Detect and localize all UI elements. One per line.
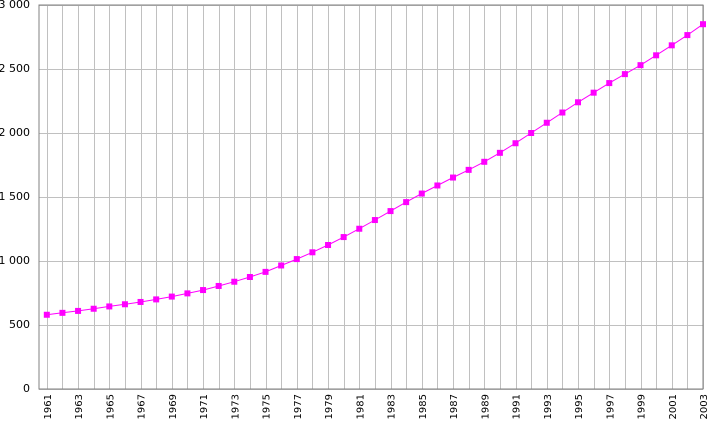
- x-tick-label: 1963: [74, 394, 85, 419]
- x-tick-label: 1981: [355, 394, 366, 419]
- y-tick-label: 1 000: [0, 254, 30, 267]
- data-point: [653, 52, 660, 59]
- data-point: [231, 278, 238, 285]
- series-markers: [43, 21, 706, 318]
- data-point: [481, 158, 488, 165]
- data-point: [356, 225, 363, 232]
- x-axis: 1961 1963 1965 1967 1969 1971 1973 1975 1977 1979…: [43, 394, 710, 419]
- y-axis: 0 500 1 000 1 500 2 000 2 500 3 000: [0, 0, 30, 395]
- data-point: [684, 32, 691, 39]
- data-point: [43, 311, 50, 318]
- x-tick-label: 1991: [512, 394, 523, 419]
- data-point: [325, 242, 332, 248]
- x-tick-label: 1969: [168, 394, 179, 419]
- x-tick-label: 1971: [199, 394, 210, 419]
- plot-area-frame: [38, 4, 704, 390]
- y-tick-label: 0: [23, 382, 30, 395]
- x-tick-label: 1999: [637, 394, 648, 419]
- data-point: [606, 80, 613, 87]
- x-tick-label: 1979: [324, 394, 335, 419]
- x-tick-label: 1965: [105, 394, 116, 419]
- y-tick-label: 2 500: [0, 62, 30, 75]
- x-tick-label: 1993: [543, 394, 554, 419]
- data-point: [559, 109, 566, 116]
- data-point: [450, 174, 457, 181]
- x-tick-label: 2001: [668, 394, 679, 419]
- data-point: [418, 190, 425, 197]
- x-tick-label: 1961: [43, 394, 54, 419]
- data-point: [262, 268, 269, 275]
- x-tick-label: 1977: [293, 394, 304, 419]
- data-point: [340, 234, 347, 241]
- data-point: [246, 274, 253, 280]
- data-point: [496, 149, 503, 156]
- data-point: [59, 309, 66, 316]
- data-point: [184, 290, 191, 297]
- data-point: [465, 166, 472, 173]
- data-point: [528, 130, 535, 136]
- y-tick-label: 2 000: [0, 126, 30, 139]
- data-point: [371, 217, 378, 224]
- x-tick-label: 2003: [699, 394, 710, 419]
- y-tick-label: 500: [9, 318, 30, 331]
- y-tick-label: 1 500: [0, 190, 30, 203]
- x-tick-label: 1983: [387, 394, 398, 419]
- data-point: [700, 21, 706, 28]
- data-point: [153, 296, 160, 303]
- data-point: [90, 305, 97, 312]
- x-tick-label: 1987: [449, 394, 460, 419]
- data-point: [200, 287, 207, 294]
- data-point: [137, 298, 144, 305]
- y-tick-label: 3 000: [0, 0, 30, 11]
- x-tick-label: 1967: [137, 394, 148, 419]
- data-point: [106, 303, 113, 310]
- x-tick-label: 1975: [262, 394, 273, 419]
- data-point: [668, 42, 675, 49]
- data-point: [512, 140, 519, 147]
- data-point: [309, 249, 316, 256]
- data-point: [590, 89, 597, 96]
- data-point: [403, 199, 410, 206]
- x-tick-label: 1997: [605, 394, 616, 419]
- data-point: [121, 301, 128, 308]
- grid-lines: [39, 5, 704, 390]
- data-point: [543, 119, 550, 126]
- data-point: [75, 307, 82, 314]
- data-point: [215, 282, 222, 289]
- x-tick-label: 1985: [418, 394, 429, 419]
- series-line: [46, 23, 704, 316]
- data-point: [168, 293, 175, 300]
- x-tick-label: 1995: [574, 394, 585, 419]
- data-point: [387, 208, 394, 215]
- x-tick-label: 1973: [230, 394, 241, 419]
- data-point: [575, 99, 582, 106]
- data-point: [434, 182, 441, 189]
- data-point: [278, 262, 285, 269]
- data-point: [637, 62, 644, 69]
- data-point: [621, 71, 628, 78]
- data-point: [293, 256, 300, 263]
- x-tick-label: 1989: [480, 394, 491, 419]
